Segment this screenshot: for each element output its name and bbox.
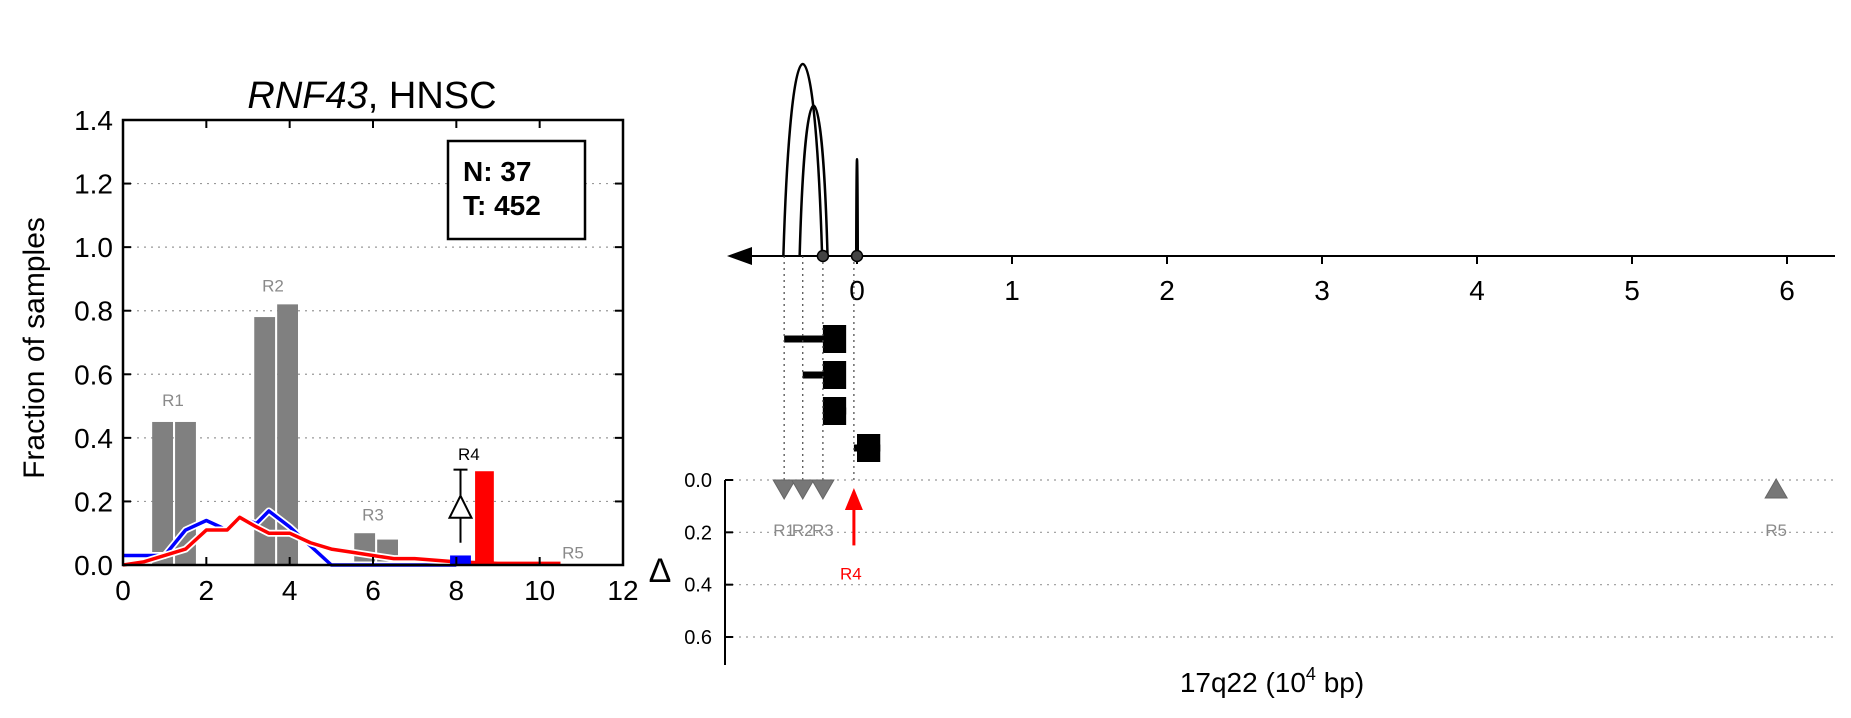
x-tick-label: 0 [115, 575, 131, 606]
region-label: R5 [562, 544, 584, 563]
peak-curve [798, 104, 829, 257]
r4-normal-bar [450, 555, 471, 565]
genomic-tick-label: 4 [1469, 275, 1485, 306]
x-tick-label: 10 [524, 575, 555, 606]
delta-tick-label: 0.2 [684, 522, 712, 544]
region-marker-down [811, 479, 835, 500]
r4-arrow-icon [844, 488, 863, 510]
genomic-tick-label: 6 [1779, 275, 1795, 306]
region-label: R1 [162, 391, 184, 410]
genomic-tick-label: 0 [849, 275, 865, 306]
region-guides [783, 256, 855, 480]
left-panel: RNF43, HNSC Fraction of samples R1 R2 R3 R4… [18, 75, 639, 606]
delta-tick-label: 0.4 [684, 575, 712, 597]
r4-delta-marker [447, 493, 474, 519]
region-label: R3 [812, 521, 834, 540]
gene-track-box [822, 397, 847, 425]
xlabel-end: bp) [1316, 667, 1364, 698]
gene-track-box [857, 434, 881, 462]
region-bar [277, 304, 298, 565]
region-marker-up [1764, 478, 1789, 499]
region-label: R3 [362, 506, 384, 525]
y-tick-label: 1.0 [74, 232, 113, 263]
xlabel-sup: 4 [1306, 664, 1316, 684]
left-title: RNF43, HNSC [247, 75, 496, 117]
x-tick-label: 8 [449, 575, 465, 606]
region-label: R4 [840, 564, 862, 583]
genomic-tick-label: 1 [1004, 275, 1020, 306]
region-bar [354, 533, 376, 565]
delta-axis-label: Δ [649, 552, 672, 590]
region-bar [152, 421, 173, 565]
region-label: R2 [262, 277, 284, 296]
region-marker-down [790, 479, 815, 500]
y-tick-label: 1.4 [74, 105, 113, 136]
gene-track-box [822, 325, 847, 353]
region-marker-down [772, 479, 797, 500]
delta-tick-label: 0.6 [684, 627, 712, 649]
legend-t: T: 452 [463, 190, 541, 221]
region-label: R4 [458, 445, 480, 464]
title-rest: , HNSC [368, 75, 497, 117]
peak-curve [854, 158, 860, 257]
gene-tracks [784, 325, 881, 462]
gene-track-box [822, 361, 847, 389]
y-tick-label: 0.0 [74, 550, 113, 581]
axis-arrow-icon [727, 247, 752, 265]
right-xlabel: 17q22 (104 bp) [1180, 664, 1364, 698]
region-labels: R1 R2 R3 R4 R5 [162, 277, 584, 563]
series-line [122, 515, 561, 567]
y-tick-label: 1.2 [74, 169, 113, 200]
x-tick-label: 12 [607, 575, 638, 606]
left-ticks: 0 2 4 6 8 10 12 0.0 0.2 0.4 0.6 0.8 1.0 1.2 1.4 [74, 105, 639, 606]
x-tick-label: 4 [282, 575, 298, 606]
x-tick-label: 2 [199, 575, 215, 606]
peak-curves [782, 62, 864, 263]
y-tick-label: 0.6 [74, 359, 113, 390]
genomic-axis: 0 1 2 3 4 5 6 [727, 247, 1835, 306]
r4-tumor-bar [475, 471, 494, 565]
genomic-tick-label: 2 [1159, 275, 1175, 306]
y-tick-label: 0.8 [74, 296, 113, 327]
genomic-tick-label: 5 [1624, 275, 1640, 306]
genomic-tick-label: 3 [1314, 275, 1330, 306]
region-label: R5 [1765, 521, 1787, 540]
legend-n: N: 37 [463, 156, 531, 187]
xlabel-main: 17q22 (10 [1180, 667, 1306, 698]
region-label: R1 [773, 521, 795, 540]
x-tick-label: 6 [365, 575, 381, 606]
y-tick-label: 0.4 [74, 423, 113, 454]
y-tick-label: 0.2 [74, 486, 113, 517]
left-ylabel: Fraction of samples [18, 217, 51, 479]
delta-tick-label: 0.0 [684, 470, 712, 492]
region-bar [254, 317, 276, 565]
title-gene: RNF43 [247, 75, 367, 117]
region-label: R2 [792, 521, 814, 540]
peak-curve [782, 62, 824, 257]
r4-markers [447, 468, 494, 565]
legend-box: N: 37 T: 452 [446, 139, 587, 241]
peak-marker [850, 249, 864, 263]
